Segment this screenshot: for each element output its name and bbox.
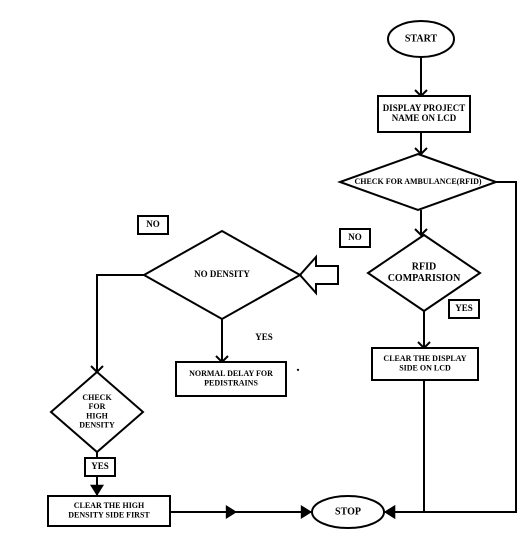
label-line: RFID xyxy=(412,262,436,273)
label-line: NORMAL DELAY FOR xyxy=(189,369,273,378)
label_no_r-label: NO xyxy=(348,232,362,242)
label-line: CHECK FOR AMBULANCE(RFID) xyxy=(354,177,481,186)
start-label: START xyxy=(405,33,438,44)
label-line: HIGH xyxy=(86,411,109,420)
label-line: NAME ON LCD xyxy=(392,113,457,123)
label-line: FOR xyxy=(89,402,106,411)
label-line: NO xyxy=(146,219,160,229)
label-line: CHECK xyxy=(82,393,112,402)
label-line: PEDISTRAINS xyxy=(204,378,258,387)
label-line: STOP xyxy=(335,506,361,517)
label-line: COMPARISION xyxy=(388,273,461,284)
arrowhead xyxy=(301,505,312,519)
label-line: DENSITY SIDE FIRST xyxy=(68,510,150,519)
label_yes_h-label: YES xyxy=(91,461,109,471)
label-line: YES xyxy=(91,461,109,471)
label-line: NO DENSITY xyxy=(194,269,250,279)
arrowhead xyxy=(226,505,237,519)
check_amb-label: CHECK FOR AMBULANCE(RFID) xyxy=(354,177,481,186)
dot: . xyxy=(296,360,300,375)
label-line: YES xyxy=(455,303,473,313)
label_no_t-label: NO xyxy=(146,219,160,229)
label-line: CLEAR THE HIGH xyxy=(74,501,145,510)
arrowhead xyxy=(384,505,395,519)
label-line: DENSITY xyxy=(79,421,115,430)
label-line: CLEAR THE DISPLAY xyxy=(383,354,466,363)
stop-label: STOP xyxy=(335,506,361,517)
flowchart: START DISPLAY PROJECTNAME ON LCD CHECK FOR… xyxy=(0,0,531,555)
arrowhead xyxy=(90,485,104,496)
edge xyxy=(97,275,144,372)
label-line: START xyxy=(405,33,438,44)
label-line: DISPLAY PROJECT xyxy=(383,103,466,113)
label_yes_r-label: YES xyxy=(455,303,473,313)
label-line: YES xyxy=(255,332,273,342)
display-label: DISPLAY PROJECTNAME ON LCD xyxy=(383,103,466,123)
label-line: . xyxy=(296,360,300,375)
label-line: SIDE ON LCD xyxy=(399,363,451,372)
yes_d: YES xyxy=(255,332,273,342)
label-line: NO xyxy=(348,232,362,242)
block-arrow xyxy=(300,257,338,293)
density-label: NO DENSITY xyxy=(194,269,250,279)
clear_high-label: CLEAR THE HIGHDENSITY SIDE FIRST xyxy=(68,501,150,519)
edge xyxy=(384,380,424,512)
